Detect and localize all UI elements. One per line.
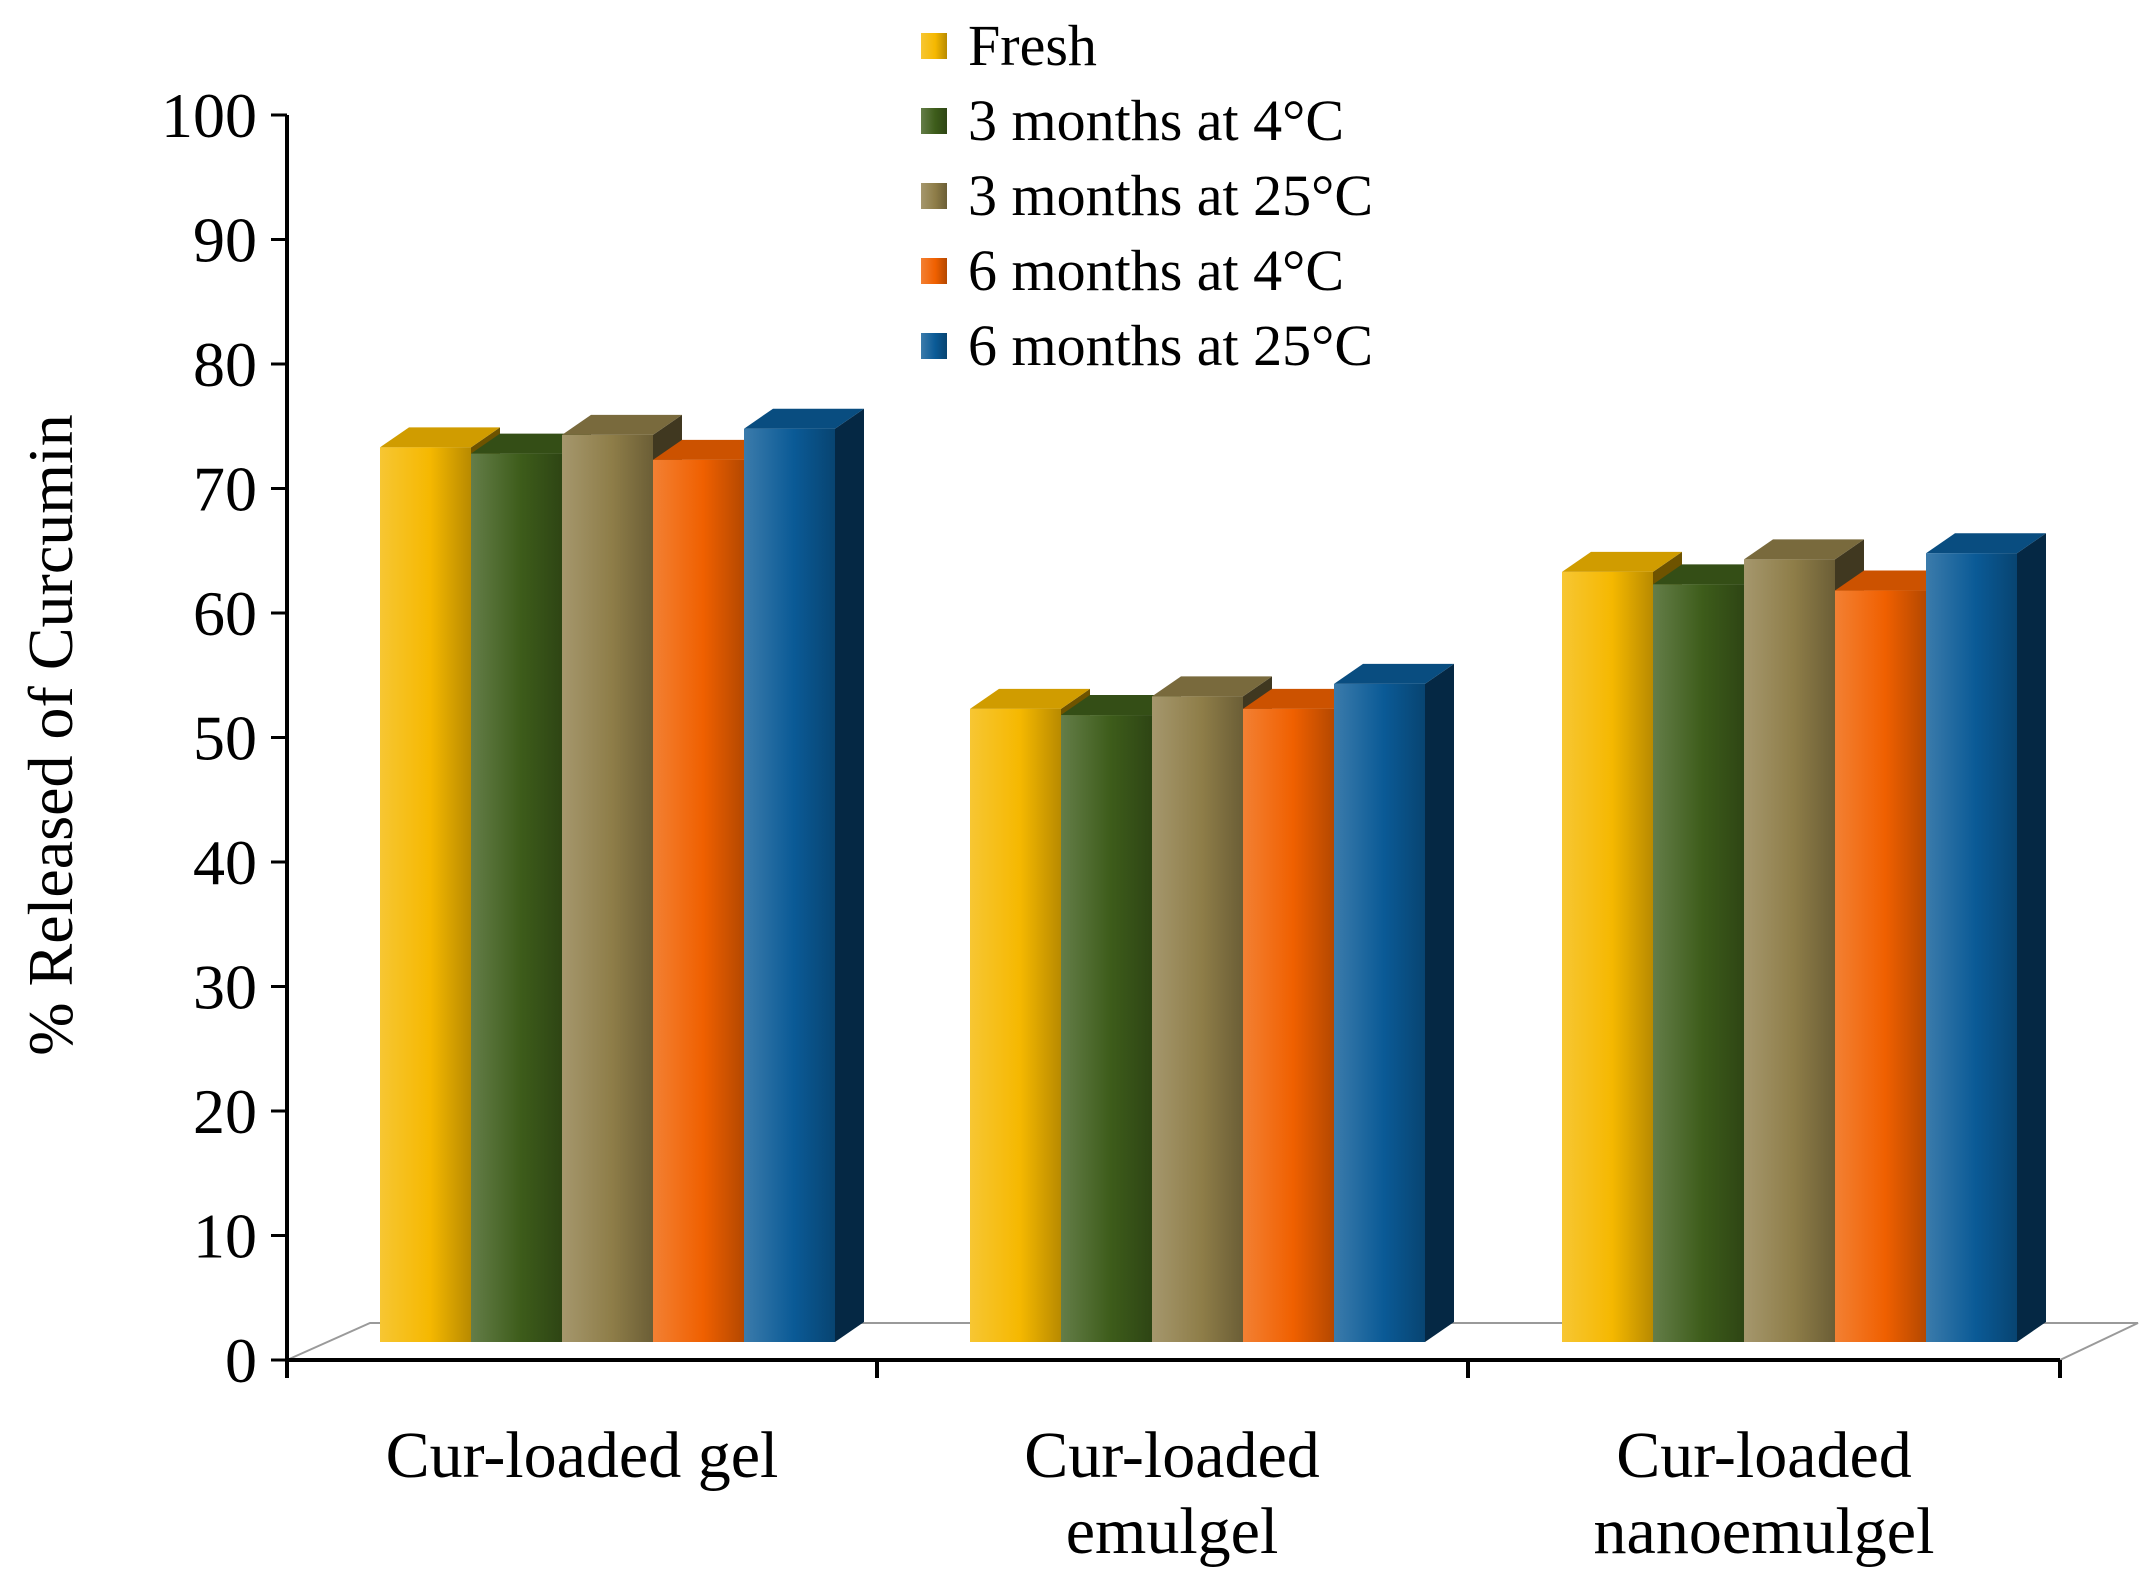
y-tick-label: 80 [193,329,257,400]
legend-item: 3 months at 25°C [921,163,1373,228]
bar-top [744,408,864,429]
bar [1926,533,2046,1342]
bar-side [1425,663,1454,1342]
x-tick-label: Cur-loaded nanoemulgel [1594,1419,1935,1568]
legend-swatch [921,183,947,209]
x-tick-label: Cur-loaded gel [386,1419,779,1492]
bar-top [1744,539,1864,560]
legend-item: Fresh [921,13,1097,78]
bar-top [1334,663,1454,684]
bar-side [835,408,864,1342]
bar-front [471,453,562,1343]
y-tick-label: 100 [161,80,257,151]
bar-front [380,447,471,1342]
bar-top [562,414,682,435]
y-tick-label: 90 [193,205,257,276]
bar-front [970,708,1061,1342]
bar-front [1926,553,2017,1342]
legend-swatch [921,33,947,59]
x-axis: Cur-loaded gel Cur-loaded emulgel Cur-loade… [285,1358,2062,1568]
bar-top [1152,676,1272,697]
legend-label: 6 months at 25°C [968,313,1373,378]
y-tick-label: 70 [193,454,257,525]
bar-side [2017,533,2046,1342]
legend: Fresh 3 months at 4°C 3 months at 25°C 6 mo… [921,13,1373,378]
bar-front [1243,708,1334,1342]
bar [1334,663,1454,1342]
bar-front [1334,683,1425,1342]
bar-top [1243,688,1363,709]
bar-front [1835,590,1926,1342]
bar-front [562,434,653,1342]
bar-front [1061,715,1152,1342]
legend-label: 6 months at 4°C [968,238,1344,303]
bar-top [1835,570,1955,591]
bar-top [653,439,773,460]
bar-front [1562,571,1653,1342]
legend-swatch [921,108,947,134]
y-axis-title-group: % Released of Curcumin [15,414,86,1056]
y-tick-label: 40 [193,827,257,898]
legend-swatch [921,258,947,284]
y-tick-label: 50 [193,703,257,774]
y-tick-label: 60 [193,578,257,649]
bar-top [1061,695,1181,716]
bar-top [471,433,591,454]
bar-front [1744,559,1835,1342]
bar-top [970,688,1090,709]
y-tick-label: 10 [193,1201,257,1272]
legend-label: 3 months at 25°C [968,163,1373,228]
bar-front [744,428,835,1342]
y-axis: 0 10 20 30 40 50 60 70 80 90 100 [161,80,289,1396]
legend-item: 3 months at 4°C [921,88,1344,153]
bar-top [1653,564,1773,585]
bar [1653,564,1773,1342]
bar-front [1653,584,1744,1342]
bar-top [1926,533,2046,554]
y-axis-title: % Released of Curcumin [15,414,86,1056]
x-tick-label: Cur-loaded emulgel [1024,1419,1320,1568]
bar-top [380,427,500,448]
legend-label: Fresh [968,13,1097,78]
legend-item: 6 months at 4°C [921,238,1344,303]
y-tick-label: 20 [193,1076,257,1147]
bar-top [1562,551,1682,572]
bar [744,408,864,1342]
legend-label: 3 months at 4°C [968,88,1344,153]
bar-front [1152,696,1243,1342]
bar-front [653,459,744,1342]
legend-item: 6 months at 25°C [921,313,1373,378]
y-tick-label: 30 [193,952,257,1023]
bars [380,408,2046,1343]
legend-swatch [921,333,947,359]
y-tick-label: 0 [225,1325,257,1396]
